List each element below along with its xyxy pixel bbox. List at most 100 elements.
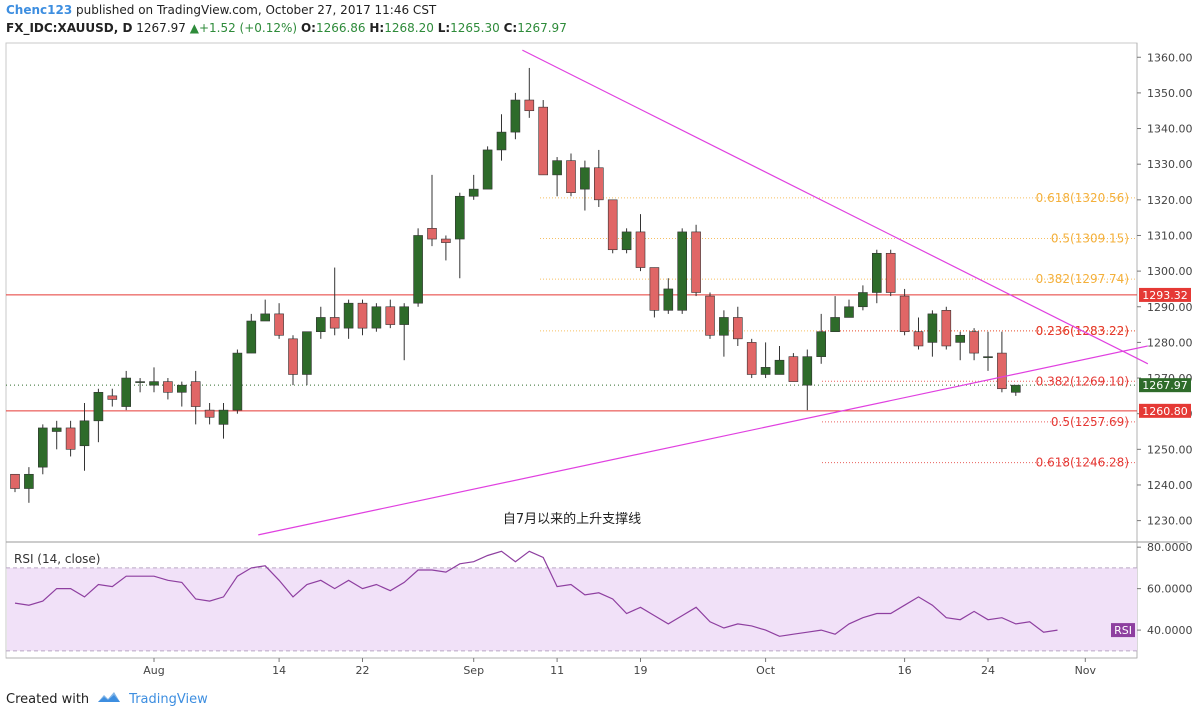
candle-up	[580, 167, 590, 190]
candle-down	[635, 231, 646, 268]
candle-up	[482, 149, 493, 190]
candle-down	[163, 381, 173, 393]
candle-up	[121, 377, 131, 407]
symbol-label[interactable]: FX_IDC:XAUUSD, D	[6, 21, 133, 35]
candle-down	[941, 310, 952, 347]
candle-up	[218, 409, 229, 425]
fib-level-label: 0.382(1269.10)	[1036, 374, 1129, 388]
candle-up	[371, 306, 382, 329]
author-link[interactable]: Chenc123	[6, 3, 73, 17]
candle-down	[746, 342, 757, 375]
time-tick-label: 11	[550, 664, 564, 677]
ohlc-line: FX_IDC:XAUUSD, D 1267.97 ▲+1.52 (+0.12%)…	[6, 20, 567, 36]
candle-down	[788, 356, 799, 382]
low-label: L:	[437, 21, 451, 35]
chart-frame	[5, 42, 1138, 659]
candle-down	[65, 427, 76, 450]
time-tick-label: Nov	[1075, 664, 1097, 677]
candle-down	[538, 106, 549, 176]
candle-up	[149, 381, 159, 386]
footer: Created with TradingView	[6, 690, 208, 708]
horizontal-line-label: 1293.32	[1142, 289, 1188, 302]
open-label: O:	[300, 21, 316, 35]
time-tick-label: Oct	[756, 664, 776, 677]
candle-down	[204, 409, 215, 418]
candle-up	[343, 302, 354, 329]
tradingview-logo-icon[interactable]	[97, 690, 121, 708]
candle-down	[899, 295, 910, 333]
price-tick-label: 1350.00	[1147, 87, 1193, 100]
candle-up	[552, 160, 562, 176]
price-tick-label: 1340.00	[1147, 123, 1193, 136]
candle-up	[774, 359, 785, 375]
close-value: 1267.97	[517, 21, 567, 35]
candle-down	[593, 167, 604, 201]
horizontal-line-label: 1260.80	[1142, 405, 1188, 418]
rsi-title: RSI (14, close)	[14, 552, 100, 566]
candle-down	[969, 331, 979, 354]
time-tick-label: 22	[356, 664, 370, 677]
time-tick-label: Sep	[463, 664, 484, 677]
candle-up	[135, 381, 145, 383]
candle-up	[468, 188, 479, 197]
rsi-tag: RSI	[1114, 624, 1132, 637]
candle-down	[997, 352, 1007, 390]
time-tick-label: 14	[272, 664, 286, 677]
low-value: 1265.30	[450, 21, 500, 35]
fib-level-label: 0.618(1246.28)	[1036, 456, 1129, 470]
candle-up	[454, 195, 465, 240]
candle-down	[190, 381, 201, 407]
price-tick-label: 1300.00	[1147, 265, 1193, 278]
candle-down	[357, 302, 368, 329]
candle-up	[510, 99, 521, 133]
price-tick-label: 1330.00	[1147, 158, 1193, 171]
candle-down	[913, 331, 924, 347]
candle-up	[719, 317, 729, 336]
publish-info: published on TradingView.com, October 27…	[76, 3, 437, 17]
candle-up	[177, 384, 187, 393]
close-label: C:	[503, 21, 518, 35]
rsi-tick-label: 80.0000	[1147, 541, 1193, 554]
candle-up	[413, 235, 423, 304]
price-change: +1.52 (+0.12%)	[198, 21, 298, 35]
rsi-tick-label: 60.0000	[1147, 583, 1193, 596]
candle-up	[496, 131, 507, 151]
high-value: 1268.20	[384, 21, 434, 35]
time-tick-label: 16	[898, 664, 912, 677]
candle-down	[274, 313, 284, 336]
support-line-annotation: 自7月以来的上升支撑线	[503, 511, 641, 527]
price-tick-label: 1290.00	[1147, 301, 1193, 314]
candle-up	[871, 252, 882, 293]
time-tick-label: Aug	[143, 664, 164, 677]
open-value: 1266.86	[315, 21, 366, 35]
candle-up	[246, 320, 257, 354]
rsi-band	[7, 567, 1137, 651]
fib-level-label: 0.382(1297.74)	[1036, 272, 1129, 286]
price-tick-label: 1250.00	[1147, 443, 1193, 456]
candle-up	[802, 356, 813, 386]
candle-up	[621, 231, 632, 251]
candle-up	[24, 473, 34, 489]
last-price-tag	[1139, 378, 1191, 393]
candle-up	[677, 231, 688, 311]
price-tick-label: 1320.00	[1147, 194, 1193, 207]
candle-up	[399, 306, 410, 325]
candle-up	[830, 317, 840, 333]
last-price: 1267.97	[136, 21, 186, 35]
candle-up	[816, 331, 827, 357]
rsi-line	[14, 550, 1058, 637]
candle-up	[983, 356, 993, 358]
high-label: H:	[369, 21, 385, 35]
candle-down	[385, 306, 396, 325]
candle-down	[885, 252, 896, 293]
chart-header: Chenc123 published on TradingView.com, O…	[6, 2, 567, 36]
candle-down	[649, 267, 660, 311]
candle-up	[858, 292, 868, 308]
candle-down	[10, 473, 20, 489]
fib-level-label: 0.5(1309.15)	[1051, 232, 1129, 246]
candle-up	[663, 288, 674, 311]
candle-up	[260, 313, 271, 322]
fib-level-label: 0.5(1257.69)	[1051, 415, 1129, 429]
tradingview-brand[interactable]: TradingView	[129, 691, 208, 707]
